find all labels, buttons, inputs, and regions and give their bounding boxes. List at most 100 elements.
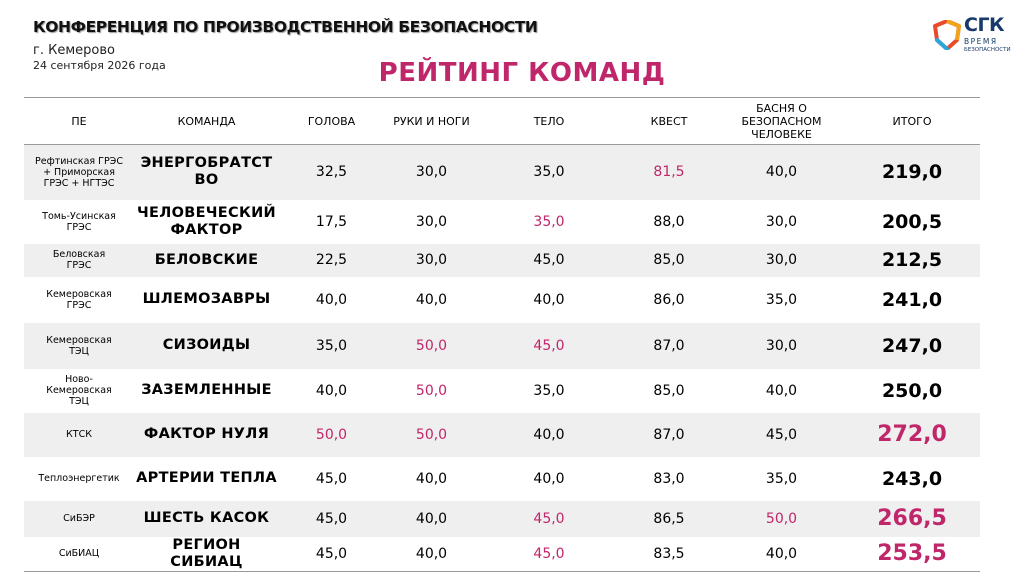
rating-table: ПЕ КОМАНДА ГОЛОВА РУКИ И НОГИ ТЕЛО КВЕСТ… bbox=[24, 97, 980, 572]
cell-team: ШЕСТЬ КАСОК bbox=[134, 500, 279, 537]
table-row: Томь-Усинская ГРЭС ЧЕЛОВЕЧЕСКИЙ ФАКТОР 1… bbox=[24, 199, 980, 244]
column-header-fable: БАСНЯ О БЕЗОПАСНОМ ЧЕЛОВЕКЕ bbox=[719, 97, 844, 145]
column-header-pe: ПЕ bbox=[24, 97, 134, 145]
cell-total: 247,0 bbox=[844, 322, 980, 369]
cell-limbs: 30,0 bbox=[384, 199, 479, 244]
cell-fable: 30,0 bbox=[719, 199, 844, 244]
cell-pe: Теплоэнергетик bbox=[24, 456, 134, 501]
date-label: 24 сентября 2026 года bbox=[33, 59, 166, 72]
cell-pe: Кемеровская ТЭЦ bbox=[24, 322, 134, 369]
cell-limbs: 50,0 bbox=[384, 368, 479, 413]
cell-total: 253,5 bbox=[844, 536, 980, 572]
cell-pe: СиБИАЦ bbox=[24, 536, 134, 572]
table-row: Рефтинская ГРЭС + Приморская ГРЭС + НГТЭ… bbox=[24, 144, 980, 200]
cell-limbs: 30,0 bbox=[384, 144, 479, 200]
cell-limbs: 30,0 bbox=[384, 243, 479, 277]
cell-pe: Томь-Усинская ГРЭС bbox=[24, 199, 134, 244]
cell-total: 200,5 bbox=[844, 199, 980, 244]
cell-body: 45,0 bbox=[479, 322, 619, 369]
column-header-quest: КВЕСТ bbox=[619, 97, 719, 145]
table-row: СиБИАЦ РЕГИОН СИБИАЦ 45,0 40,0 45,0 83,5… bbox=[24, 536, 980, 572]
cell-fable: 45,0 bbox=[719, 412, 844, 457]
cell-body: 40,0 bbox=[479, 456, 619, 501]
logo-brand: СГК bbox=[964, 14, 1005, 36]
cell-body: 40,0 bbox=[479, 276, 619, 323]
cell-total: 219,0 bbox=[844, 144, 980, 200]
cell-team: СИЗОИДЫ bbox=[134, 322, 279, 369]
cell-quest: 86,0 bbox=[619, 276, 719, 323]
cell-pe: КТСК bbox=[24, 412, 134, 457]
cell-head: 17,5 bbox=[279, 199, 384, 244]
column-header-total: ИТОГО bbox=[844, 97, 980, 145]
column-header-head: ГОЛОВА bbox=[279, 97, 384, 145]
cell-quest: 88,0 bbox=[619, 199, 719, 244]
cell-pe: Рефтинская ГРЭС + Приморская ГРЭС + НГТЭ… bbox=[24, 144, 134, 200]
column-header-body: ТЕЛО bbox=[479, 97, 619, 145]
cell-limbs: 50,0 bbox=[384, 412, 479, 457]
cell-head: 22,5 bbox=[279, 243, 384, 277]
sgk-logo: СГК ВРЕМЯ БЕЗОПАСНОСТИ bbox=[933, 14, 1013, 57]
cell-pe: Кемеровская ГРЭС bbox=[24, 276, 134, 323]
cell-body: 40,0 bbox=[479, 412, 619, 457]
cell-head: 32,5 bbox=[279, 144, 384, 200]
cell-quest: 87,0 bbox=[619, 412, 719, 457]
cell-head: 50,0 bbox=[279, 412, 384, 457]
cell-team: АРТЕРИИ ТЕПЛА bbox=[134, 456, 279, 501]
cell-pe: СиБЭР bbox=[24, 500, 134, 537]
cell-pe: Беловская ГРЭС bbox=[24, 243, 134, 277]
table-row: Беловская ГРЭС БЕЛОВСКИЕ 22,5 30,0 45,0 … bbox=[24, 243, 980, 277]
rating-title: РЕЙТИНГ КОМАНД bbox=[378, 58, 666, 88]
table-header-row: ПЕ КОМАНДА ГОЛОВА РУКИ И НОГИ ТЕЛО КВЕСТ… bbox=[24, 97, 980, 145]
cell-team: БЕЛОВСКИЕ bbox=[134, 243, 279, 277]
conference-title: КОНФЕРЕНЦИЯ ПО ПРОИЗВОДСТВЕННОЙ БЕЗОПАСН… bbox=[33, 18, 538, 36]
shield-logo-icon bbox=[933, 20, 961, 50]
cell-limbs: 40,0 bbox=[384, 276, 479, 323]
cell-fable: 50,0 bbox=[719, 500, 844, 537]
cell-quest: 81,5 bbox=[619, 144, 719, 200]
cell-quest: 85,0 bbox=[619, 243, 719, 277]
logo-line2: БЕЗОПАСНОСТИ bbox=[964, 47, 1011, 53]
cell-body: 45,0 bbox=[479, 243, 619, 277]
cell-fable: 40,0 bbox=[719, 368, 844, 413]
cell-limbs: 40,0 bbox=[384, 500, 479, 537]
table-row: Теплоэнергетик АРТЕРИИ ТЕПЛА 45,0 40,0 4… bbox=[24, 456, 980, 501]
cell-team: ЗАЗЕМЛЕННЫЕ bbox=[134, 368, 279, 413]
cell-fable: 30,0 bbox=[719, 322, 844, 369]
cell-limbs: 40,0 bbox=[384, 536, 479, 572]
column-header-limbs: РУКИ И НОГИ bbox=[384, 97, 479, 145]
cell-head: 40,0 bbox=[279, 368, 384, 413]
logo-line1: ВРЕМЯ bbox=[964, 37, 998, 46]
cell-fable: 35,0 bbox=[719, 276, 844, 323]
cell-quest: 83,0 bbox=[619, 456, 719, 501]
cell-body: 35,0 bbox=[479, 368, 619, 413]
cell-head: 45,0 bbox=[279, 536, 384, 572]
cell-fable: 40,0 bbox=[719, 144, 844, 200]
cell-head: 45,0 bbox=[279, 456, 384, 501]
cell-head: 45,0 bbox=[279, 500, 384, 537]
table-row: Кемеровская ГРЭС ШЛЕМОЗАВРЫ 40,0 40,0 40… bbox=[24, 276, 980, 323]
cell-total: 212,5 bbox=[844, 243, 980, 277]
cell-quest: 83,5 bbox=[619, 536, 719, 572]
city-label: г. Кемерово bbox=[33, 43, 115, 58]
cell-fable: 40,0 bbox=[719, 536, 844, 572]
cell-body: 35,0 bbox=[479, 144, 619, 200]
table-row: КТСК ФАКТОР НУЛЯ 50,0 50,0 40,0 87,0 45,… bbox=[24, 412, 980, 457]
cell-quest: 86,5 bbox=[619, 500, 719, 537]
cell-total: 243,0 bbox=[844, 456, 980, 501]
table-row: Кемеровская ТЭЦ СИЗОИДЫ 35,0 50,0 45,0 8… bbox=[24, 322, 980, 369]
cell-team: ШЛЕМОЗАВРЫ bbox=[134, 276, 279, 323]
cell-pe: Ново-Кемеровская ТЭЦ bbox=[24, 368, 134, 413]
cell-total: 241,0 bbox=[844, 276, 980, 323]
column-header-team: КОМАНДА bbox=[134, 97, 279, 145]
cell-body: 35,0 bbox=[479, 199, 619, 244]
cell-quest: 87,0 bbox=[619, 322, 719, 369]
cell-head: 40,0 bbox=[279, 276, 384, 323]
cell-team: ФАКТОР НУЛЯ bbox=[134, 412, 279, 457]
cell-limbs: 40,0 bbox=[384, 456, 479, 501]
cell-body: 45,0 bbox=[479, 536, 619, 572]
cell-team: ЭНЕРГОБРАТСТ ВО bbox=[134, 144, 279, 200]
cell-limbs: 50,0 bbox=[384, 322, 479, 369]
table-row: Ново-Кемеровская ТЭЦ ЗАЗЕМЛЕННЫЕ 40,0 50… bbox=[24, 368, 980, 413]
cell-total: 272,0 bbox=[844, 412, 980, 457]
cell-quest: 85,0 bbox=[619, 368, 719, 413]
